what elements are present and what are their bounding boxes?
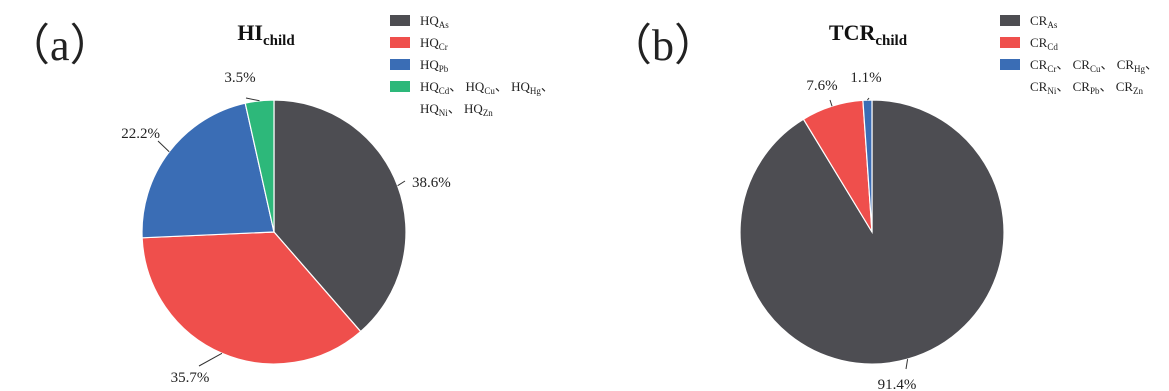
leader-line xyxy=(397,180,406,187)
legend-swatch xyxy=(1000,37,1020,48)
slice-value-label: 7.6% xyxy=(806,78,837,94)
leader-line xyxy=(905,359,909,370)
slice-value-label: 3.5% xyxy=(224,70,255,86)
legend-swatch xyxy=(1000,59,1020,70)
slice-value-label: 22.2% xyxy=(121,126,160,142)
slice-value-label: 35.7% xyxy=(171,370,210,386)
legend-label: CRCd​ xyxy=(1030,35,1058,52)
legend-label: HQNi​、 HQZn​ xyxy=(420,101,493,118)
slice-value-label: 91.4% xyxy=(878,377,917,391)
chart-panel-a: （a） HIchild 38.6% 35.7% 22.2% 3.5% HQAs​ HQCr​ H… xyxy=(6,13,554,386)
legend-label: CRCr​、 CRCu​、 CRHg​、 xyxy=(1030,57,1158,74)
legend-label: HQCd​、 HQCu​、 HQHg​、 xyxy=(420,79,554,96)
chart-panel-b: （b） TCRchild 91.4% 7.6% 1.1% CRAs​ CRCd​ CRCr​、… xyxy=(608,13,1158,391)
pie-slice-35-7pct xyxy=(141,231,362,365)
leader-line xyxy=(829,99,833,107)
legend-label: HQPb​ xyxy=(420,57,449,74)
legend-swatch xyxy=(390,37,410,48)
leader-line xyxy=(867,97,870,101)
slice-value-label: 1.1% xyxy=(850,70,881,86)
legend-label: CRAs​ xyxy=(1030,13,1058,30)
legend-swatch xyxy=(1000,15,1020,26)
chart-title: HIchild xyxy=(237,20,295,49)
legend-swatch xyxy=(390,59,410,70)
legend-label: HQAs​ xyxy=(420,13,449,30)
leader-line xyxy=(245,97,260,102)
panel-label: （a） xyxy=(6,21,114,70)
chart-title: TCRchild xyxy=(829,20,908,49)
slice-value-label: 38.6% xyxy=(412,175,451,191)
legend-swatch xyxy=(390,15,410,26)
legend-label: HQCr​ xyxy=(420,35,448,52)
leader-line xyxy=(198,352,223,367)
leader-line xyxy=(157,140,170,153)
legend-label: CRNi​、 CRPb​、 CRZn​ xyxy=(1030,79,1144,96)
pie-slice-22-2pct xyxy=(141,102,275,239)
panel-label: （b） xyxy=(608,21,718,70)
legend-swatch xyxy=(390,81,410,92)
